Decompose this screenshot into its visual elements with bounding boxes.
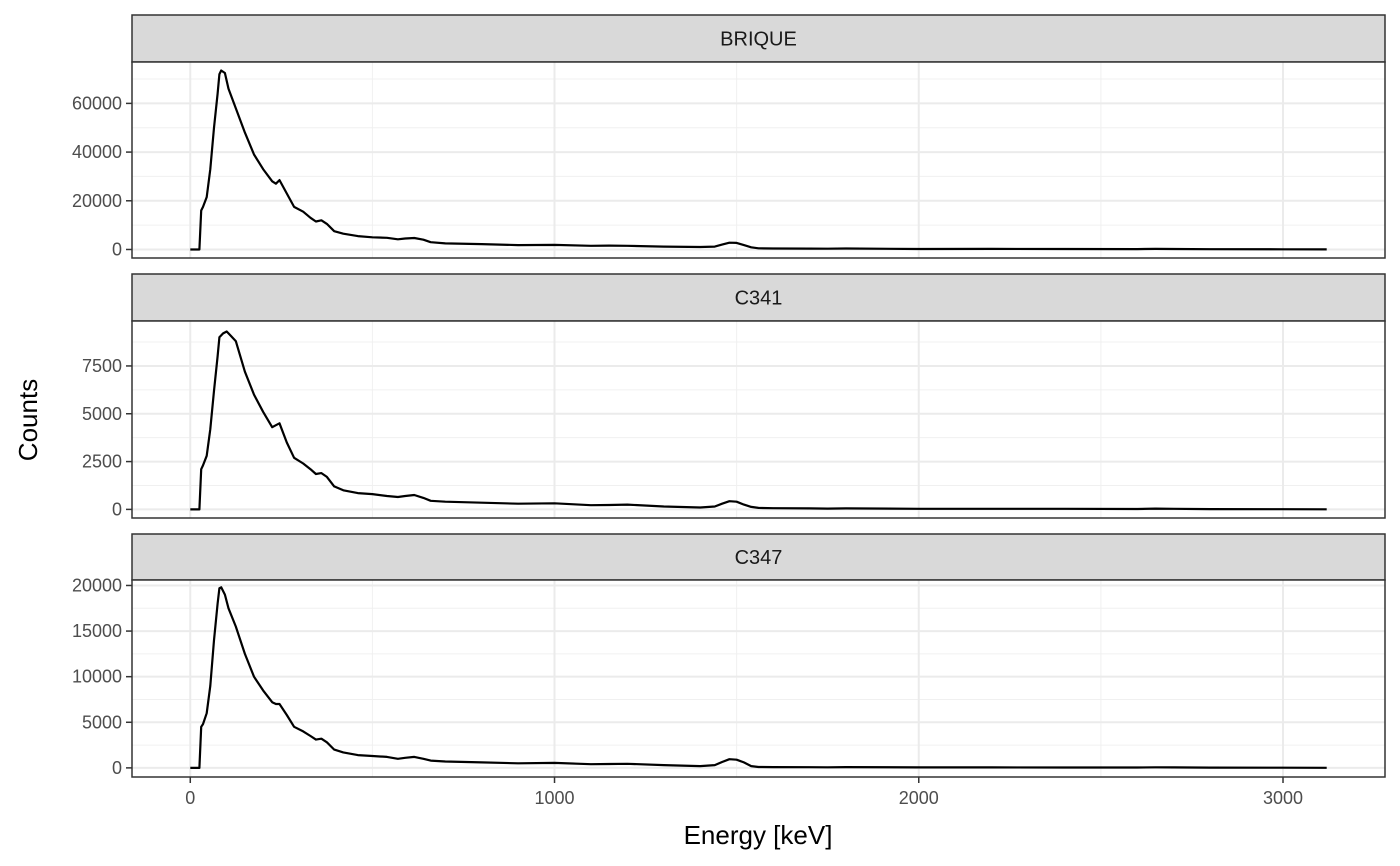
x-tick-label: 2000 — [899, 788, 939, 808]
y-tick-label: 15000 — [72, 621, 122, 641]
y-axis-title: Counts — [13, 379, 43, 461]
facet-strip — [131, 533, 1386, 581]
x-axis: 0 1000 2000 3000 — [185, 777, 1303, 808]
y-tick-label: 60000 — [72, 93, 122, 113]
y-tick-label: 2500 — [82, 452, 122, 472]
x-axis-title: Energy [keV] — [684, 820, 833, 850]
x-tick-label: 0 — [185, 788, 195, 808]
y-tick-label: 5000 — [82, 404, 122, 424]
y-tick-label: 10000 — [72, 667, 122, 687]
facet-strip-label: C341 — [735, 288, 783, 310]
spectrum-line — [190, 586, 1327, 770]
panel-border — [131, 320, 1386, 519]
facet-strip — [131, 14, 1386, 63]
y-tick-label: 0 — [112, 239, 122, 259]
spectrum-line — [190, 330, 1327, 511]
y-tick-label: 20000 — [72, 575, 122, 595]
panel-border — [131, 61, 1386, 259]
facet-strip-label: BRIQUE — [720, 29, 797, 51]
y-tick-label: 40000 — [72, 142, 122, 162]
y-tick-label: 0 — [112, 758, 122, 778]
panel-background — [132, 580, 1385, 777]
panel-background — [132, 321, 1385, 518]
facet-strip — [131, 273, 1386, 322]
y-tick-label: 20000 — [72, 191, 122, 211]
x-tick-label: 1000 — [534, 788, 574, 808]
facet-strip-label: C347 — [735, 547, 783, 569]
panel-background — [132, 62, 1385, 258]
facet-panel: C347 0 5000 10000 15000 20000 — [72, 533, 1386, 778]
facet-panel: BRIQUE 0 20000 40000 60000 — [72, 14, 1386, 259]
y-tick-label: 0 — [112, 499, 122, 519]
x-tick-label: 3000 — [1263, 788, 1303, 808]
y-tick-label: 7500 — [82, 356, 122, 376]
facet-panel: C341 0 2500 5000 7500 — [82, 273, 1386, 519]
y-tick-label: 5000 — [82, 712, 122, 732]
spectrum-line — [190, 69, 1327, 251]
panel-border — [131, 579, 1386, 778]
panels: BRIQUE0200004000060000C3410250050007500C… — [72, 14, 1386, 778]
